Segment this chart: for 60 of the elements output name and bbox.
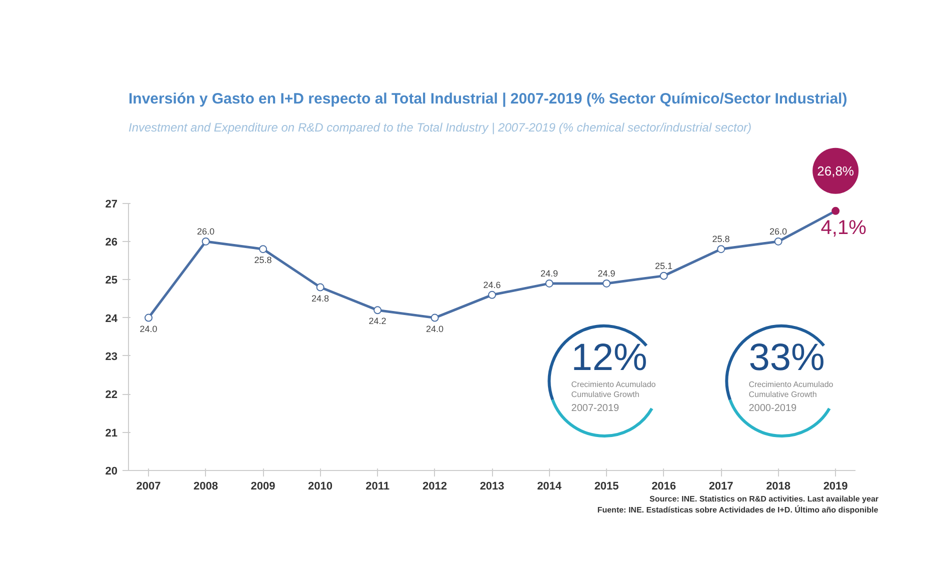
data-label: 24.0: [140, 324, 158, 334]
y-tick-label: 25: [105, 274, 118, 287]
annotation: 2007-2019: [571, 402, 620, 414]
point: [660, 272, 668, 280]
annotation: Crecimiento Acumulado: [571, 380, 656, 389]
y-tick-label: 27: [105, 198, 118, 210]
source-note: Fuente: INE. Estadísticas sobre Actividades de I+D. Último año disponible: [597, 504, 879, 514]
point: [488, 290, 496, 299]
y-tick-label: 24: [105, 312, 118, 325]
point: [259, 245, 268, 254]
annotation: Cumulative Growth: [571, 390, 640, 399]
annotation: Cumulative Growth: [748, 390, 817, 399]
chart-subtitle: Investment and Expenditure on R&D compared to the Total Industry | 2007-2019 (% chemical sector/industrial sector): [128, 120, 752, 134]
data-label: 25.8: [712, 234, 730, 244]
y-tick-label: 20: [105, 466, 118, 478]
x-tick-label: 2018: [766, 480, 791, 492]
x-tick-label: 2013: [480, 480, 504, 492]
data-label: 24.9: [598, 268, 616, 278]
x-tick-label: 2017: [708, 480, 734, 492]
x-tick-label: 2012: [422, 480, 448, 492]
annotation: 33%: [748, 336, 825, 379]
point: [374, 306, 382, 314]
x-tick-label: 2016: [652, 480, 676, 492]
point: [316, 283, 324, 292]
point: [717, 245, 726, 254]
data-label: 25.1: [655, 260, 673, 271]
x-tick-label: 2014: [537, 480, 562, 492]
source-note: Source: INE. Statistics on R&D activities. Last available year: [650, 494, 879, 504]
x-tick-label: 2007: [136, 480, 161, 492]
annotation: 2000-2019: [748, 402, 798, 414]
y-tick-label: 21: [105, 427, 118, 440]
point: [430, 314, 439, 322]
point: [545, 279, 554, 288]
data-label: 24.2: [368, 316, 386, 326]
point: [602, 279, 611, 288]
y-tick-label: 23: [105, 350, 118, 363]
point: [202, 237, 210, 246]
data-label: 24.8: [312, 293, 330, 304]
data-label: 24.9: [540, 268, 558, 278]
y-tick-label: 22: [105, 389, 118, 402]
point: [774, 237, 782, 246]
data-label: 25.8: [254, 255, 272, 266]
data-label: 26,8%: [817, 163, 854, 178]
x-tick-label: 2019: [823, 480, 848, 492]
point: [144, 314, 153, 322]
annotation: 4,1%: [820, 216, 867, 239]
annotation: Crecimiento Acumulado: [748, 380, 834, 389]
data-label: 26.0: [197, 226, 215, 236]
data-label: 24.0: [426, 324, 444, 334]
point: [832, 206, 840, 215]
y-tick-label: 26: [105, 236, 118, 248]
x-tick-label: 2015: [594, 480, 619, 492]
data-label: 26.0: [770, 226, 788, 236]
chart-title: Inversión y Gasto en I+D respecto al Total Industrial | 2007-2019 (% Sector Químico/Sector Industrial): [128, 90, 848, 108]
x-tick-label: 2010: [308, 480, 333, 492]
x-tick-label: 2011: [366, 480, 390, 492]
data-label: 24.6: [483, 280, 501, 290]
annotation: 12%: [571, 336, 648, 379]
x-tick-label: 2008: [194, 480, 218, 492]
x-tick-label: 2009: [250, 480, 276, 492]
